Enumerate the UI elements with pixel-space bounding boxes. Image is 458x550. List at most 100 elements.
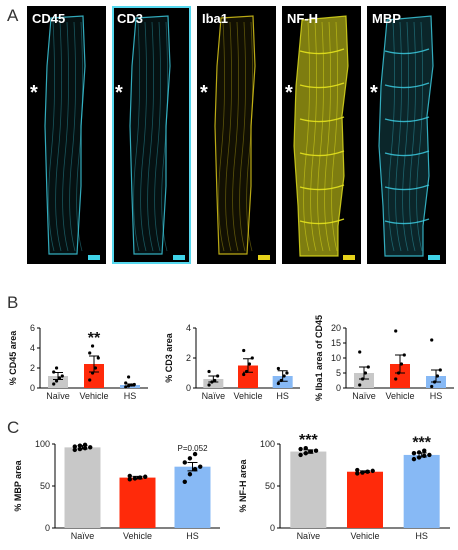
significance-label: P=0.052 [177,444,208,453]
y-axis-label: % CD45 area [8,330,18,386]
micrograph-nf-h: NF-H * [282,6,361,264]
data-point [213,378,217,383]
stain-label: NF-H [287,11,319,26]
y-tick-label: 15 [331,338,341,348]
data-point [358,350,362,354]
data-point [355,471,360,476]
y-tick-label: 10 [331,353,341,363]
y-tick-label: 20 [331,323,341,333]
stain-label: CD45 [32,11,66,26]
data-point [242,348,246,353]
x-tick-label: HS [276,391,289,401]
x-tick-label: Vehicle [123,531,152,541]
y-tick-label: 0 [30,383,35,393]
y-tick-label: 0 [45,523,50,533]
data-point [72,447,77,453]
y-tick-label: 50 [265,481,275,491]
scale-bar [343,255,355,260]
data-point [88,378,92,382]
data-point [143,474,148,479]
asterisk-marker: * [370,82,378,104]
panel-label-c: C [7,418,20,437]
data-point [82,446,88,451]
y-axis-label: % MBP area [13,459,23,511]
data-point [90,344,95,348]
data-point [430,338,434,342]
asterisk-marker: * [30,82,38,104]
bar-2 [272,376,293,388]
asterisk-marker: * [200,82,208,104]
tissue-image [44,15,86,255]
stain-label: MBP [372,11,401,26]
x-tick-label: HS [430,391,443,401]
data-point [57,376,62,380]
data-point [88,445,93,450]
data-point [137,475,143,480]
data-point [192,467,198,472]
data-point [279,378,283,383]
data-point [303,446,308,451]
scale-bar [258,255,270,260]
x-tick-label: Naïve [71,531,95,541]
x-tick-label: Naïve [352,391,376,401]
y-tick-label: 2 [186,353,191,363]
data-point [216,374,220,378]
scale-bar [173,255,185,260]
significance-label: ** [88,330,101,347]
tissue-image [214,15,256,255]
x-tick-label: HS [124,391,137,401]
data-point [244,369,249,374]
chart-cd45-area: 0 2 4 6 % CD45 area Naïve Vehicle ** HS [8,323,148,401]
data-point [187,456,193,461]
data-point [207,369,211,374]
data-point [394,377,398,381]
data-point [77,446,83,452]
chart-cd3-area: 0 2 4 % CD3 area Naïve Vehicle HS [164,323,300,401]
data-point [247,362,252,366]
significance-label: *** [299,432,318,449]
data-point [363,371,368,375]
data-point [127,477,132,482]
y-tick-label: 100 [260,439,275,449]
panel-label-a: A [7,6,19,25]
data-point [438,368,442,372]
asterisk-marker: * [115,82,123,104]
bar-0 [203,379,224,388]
data-point [126,375,131,379]
data-point [396,371,401,375]
y-tick-label: 2 [30,363,35,373]
micrograph-cd45: CD45 * [27,6,106,264]
data-point [422,448,427,453]
data-point [124,381,128,385]
y-tick-label: 6 [30,323,35,333]
data-point [182,479,187,484]
panel-label-b: B [7,293,19,312]
data-point [282,374,286,378]
data-point [416,455,422,460]
data-point [365,469,370,474]
bar-1 [84,364,104,388]
data-point [394,329,398,333]
data-point [366,365,370,369]
data-point [82,442,88,448]
data-point [242,372,246,377]
data-point [132,476,138,481]
tissue-image [378,15,434,257]
x-tick-label: Vehicle [79,391,108,401]
micrograph-iba1: Iba1 * [197,6,276,264]
data-point [360,377,365,381]
bar-2 [403,454,440,528]
data-point [88,351,92,355]
scale-bar [88,255,100,260]
data-point [52,370,56,374]
chart-iba1-area-of-cd45: 0 5 10 15 20 % Iba1 area of CD45 Naïve Vehicle H… [314,315,454,401]
y-tick-label: 4 [186,323,191,333]
x-tick-label: Vehicle [385,391,414,401]
data-point [308,449,314,454]
data-point [355,467,360,473]
stain-label: Iba1 [202,11,229,26]
data-point [124,385,128,389]
x-tick-label: HS [415,531,428,541]
data-point [198,464,203,469]
data-point [276,381,280,386]
